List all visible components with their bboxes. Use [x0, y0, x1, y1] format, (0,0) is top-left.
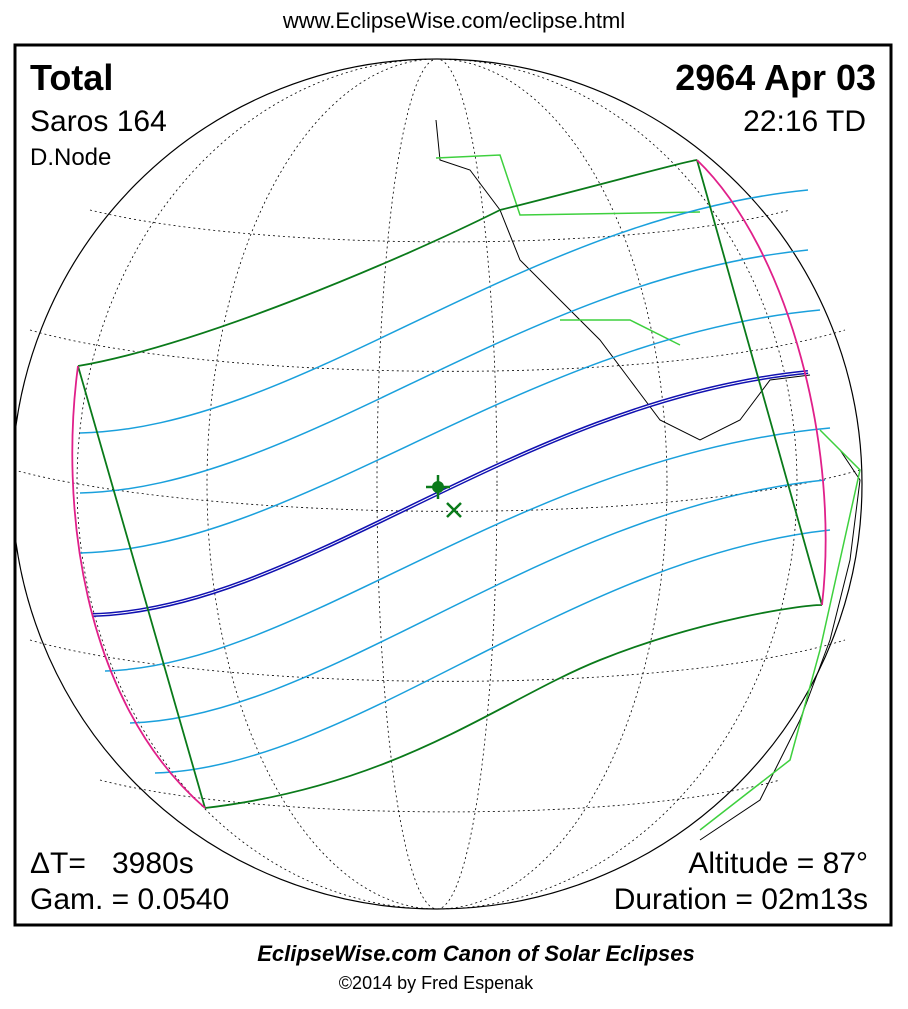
url: www.EclipseWise.com/eclipse.html	[282, 8, 625, 33]
time: 22:16 TD	[743, 105, 866, 138]
coastlines	[435, 119, 861, 841]
node: D.Node	[30, 144, 111, 171]
footer-title: EclipseWise.com Canon of Solar Eclipses	[257, 941, 695, 966]
gamma: Gam. = 0.0540	[30, 883, 229, 916]
delta-t-label: ΔT=	[30, 847, 86, 880]
copyright: ©2014 by Fred Espenak	[339, 973, 534, 993]
duration: Duration = 02m13s	[614, 883, 868, 916]
eclipse-type: Total	[30, 57, 113, 98]
saros: Saros 164	[30, 105, 167, 138]
altitude: Altitude = 87°	[688, 847, 868, 880]
eclipse-path	[71, 159, 831, 809]
eclipse-date: 2964 Apr 03	[675, 57, 876, 98]
globe	[15, 58, 863, 910]
delta-t: 3980s	[112, 847, 194, 880]
